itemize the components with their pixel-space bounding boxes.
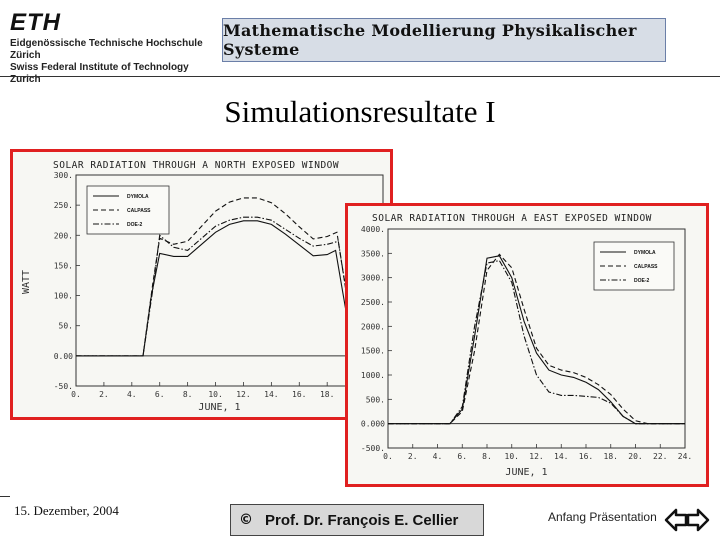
x-tick-label: 16.: [579, 452, 593, 461]
legend-label: DYMOLA: [127, 194, 149, 200]
y-tick-label: -500.: [361, 444, 385, 453]
y-tick-label: 500.: [366, 395, 385, 404]
author-name: Prof. Dr. François E. Cellier: [265, 511, 459, 529]
y-tick-label: 3000.: [361, 274, 385, 283]
x-tick-label: 6.: [155, 390, 165, 399]
y-tick-label: 0.00: [54, 352, 73, 361]
x-tick-label: 2.: [408, 452, 418, 461]
slide-title: Simulationsresultate I: [224, 94, 496, 129]
eth-name-english: Swiss Federal Institute of Technology Zu…: [10, 62, 189, 85]
x-tick-label: 4.: [127, 390, 137, 399]
y-tick-label: 1500.: [361, 347, 385, 356]
eth-name-german: Eidgenössische Technische Hochschule Zür…: [10, 38, 203, 61]
x-tick-label: 6.: [457, 452, 467, 461]
double-arrow-icon[interactable]: [664, 504, 710, 536]
y-axis-label: WATT: [21, 270, 32, 294]
eth-logo: ETH Eidgenössische Technische Hochschule…: [10, 9, 210, 86]
y-tick-label: 4000.: [361, 225, 385, 234]
header-divider: [0, 76, 720, 77]
x-tick-label: 14.: [264, 390, 278, 399]
y-tick-label: 200.: [54, 231, 73, 240]
x-tick-label: 10.: [208, 390, 222, 399]
x-tick-label: 10.: [505, 452, 519, 461]
series-line-doe-2: [76, 216, 383, 357]
x-tick-label: 14.: [554, 452, 568, 461]
legend-box: [86, 185, 170, 235]
series-line-calpass: [76, 197, 383, 357]
y-tick-label: 150.: [54, 261, 73, 270]
course-title-banner: Mathematische Modellierung Physikalische…: [222, 18, 666, 62]
series-line-dymola: [388, 255, 685, 425]
legend-label: DYMOLA: [634, 250, 656, 256]
north-window-chart: SOLAR RADIATION THROUGH A NORTH EXPOSED …: [10, 149, 393, 420]
x-tick-label: 24.: [678, 452, 692, 461]
east-window-chart-svg: SOLAR RADIATION THROUGH A EAST EXPOSED W…: [361, 213, 692, 478]
x-tick-label: 12.: [236, 390, 250, 399]
x-tick-label: 22.: [653, 452, 667, 461]
x-tick-label: 18.: [320, 390, 334, 399]
footer-date: 15. Dezember, 2004: [14, 503, 119, 518]
x-axis-label: JUNE, 1: [198, 402, 240, 413]
y-tick-label: -50.: [54, 382, 73, 391]
y-tick-label: 3500.: [361, 249, 385, 258]
course-title: Mathematische Modellierung Physikalische…: [223, 21, 637, 59]
y-tick-label: 250.: [54, 201, 73, 210]
y-tick-label: 2000.: [361, 322, 385, 331]
series-line-dymola: [76, 220, 383, 357]
copyright-symbol: ©: [239, 512, 253, 528]
chart-title: SOLAR RADIATION THROUGH A EAST EXPOSED W…: [372, 213, 652, 224]
y-tick-label: 2500.: [361, 298, 385, 307]
legend-box: [593, 241, 675, 291]
legend-label: DOE-2: [634, 278, 650, 284]
legend-label: DOE-2: [127, 222, 143, 228]
x-axis-label: JUNE, 1: [505, 467, 547, 478]
x-tick-label: 20.: [628, 452, 642, 461]
y-tick-label: 100.: [54, 292, 73, 301]
x-tick-label: 8.: [482, 452, 492, 461]
y-tick-label: 0.000: [361, 420, 385, 429]
eth-wordmark: ETH: [10, 9, 61, 36]
start-presentation-link[interactable]: Anfang Präsentation: [548, 510, 657, 524]
x-tick-label: 4.: [433, 452, 443, 461]
footer-divider: [0, 496, 10, 497]
x-tick-label: 12.: [529, 452, 543, 461]
x-tick-label: 8.: [183, 390, 193, 399]
x-tick-label: 0.: [71, 390, 81, 399]
legend-label: CALPASS: [127, 208, 151, 214]
x-tick-label: 16.: [292, 390, 306, 399]
y-tick-label: 50.: [59, 322, 73, 331]
east-window-chart: SOLAR RADIATION THROUGH A EAST EXPOSED W…: [345, 203, 709, 487]
y-tick-label: 300.: [54, 171, 73, 180]
author-box: © Prof. Dr. François E. Cellier: [230, 504, 484, 536]
y-tick-label: 1000.: [361, 371, 385, 380]
x-tick-label: 18.: [604, 452, 618, 461]
x-tick-label: 2.: [99, 390, 109, 399]
legend-label: CALPASS: [634, 264, 658, 270]
north-window-chart-svg: SOLAR RADIATION THROUGH A NORTH EXPOSED …: [21, 160, 390, 413]
series-line-doe-2: [388, 259, 685, 425]
x-tick-label: 0.: [383, 452, 393, 461]
chart-title: SOLAR RADIATION THROUGH A NORTH EXPOSED …: [53, 160, 339, 171]
